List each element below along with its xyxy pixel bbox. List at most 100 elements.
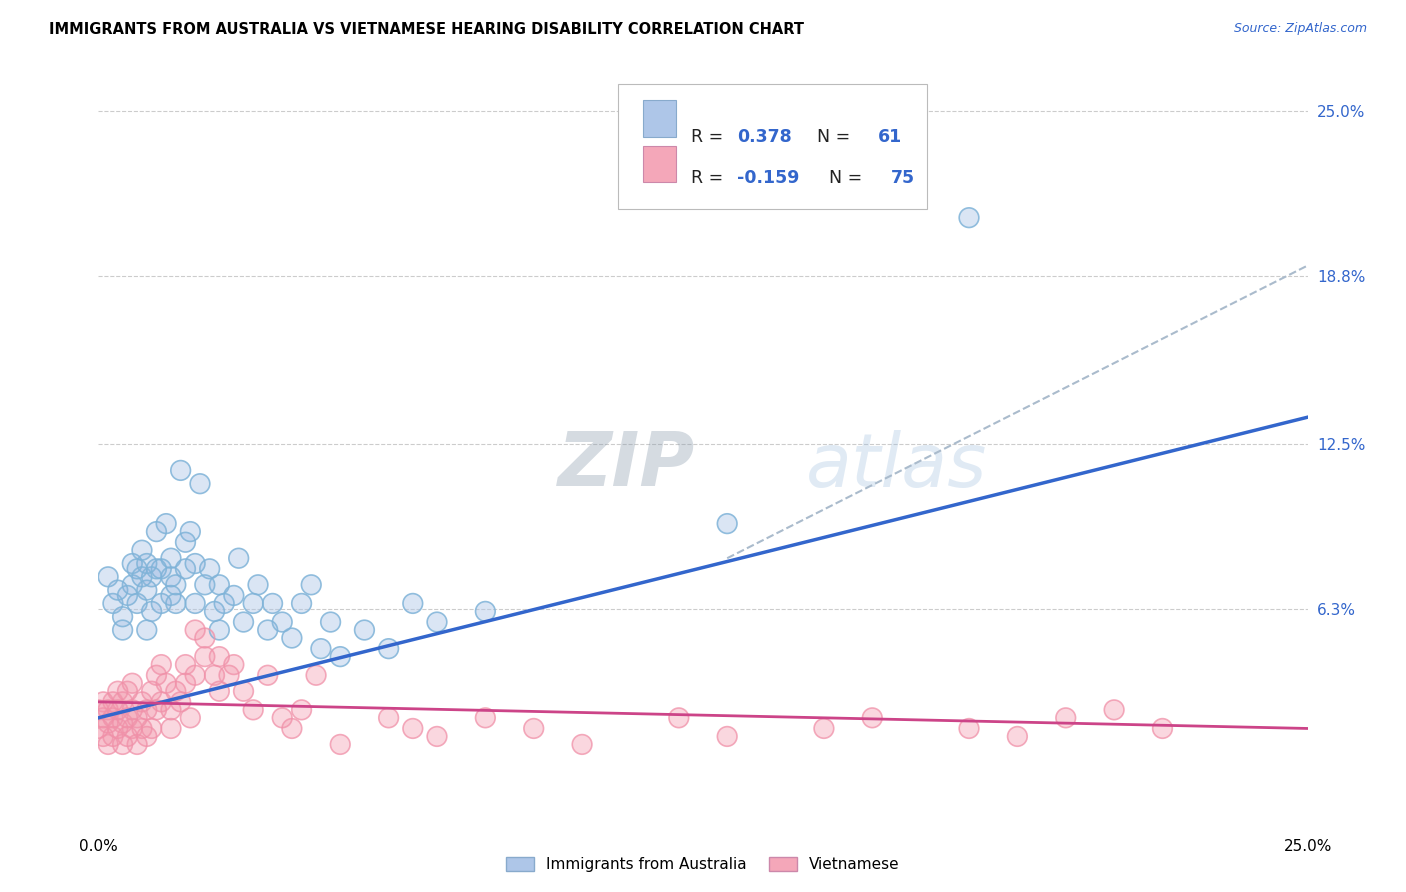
Point	[101, 695, 124, 709]
Point	[716, 516, 738, 531]
Point	[218, 668, 240, 682]
Point	[117, 711, 139, 725]
Point	[179, 711, 201, 725]
Point	[135, 557, 157, 571]
Point	[329, 649, 352, 664]
Point	[174, 657, 197, 672]
Point	[222, 589, 245, 603]
Point	[194, 578, 217, 592]
Point	[111, 716, 134, 731]
Point	[97, 716, 120, 731]
Point	[97, 703, 120, 717]
Point	[179, 524, 201, 539]
Point	[232, 615, 254, 629]
Point	[91, 711, 114, 725]
Point	[184, 668, 207, 682]
Point	[121, 557, 143, 571]
Point	[174, 562, 197, 576]
Point	[101, 730, 124, 744]
Point	[402, 722, 425, 736]
Point	[179, 524, 201, 539]
Point	[117, 711, 139, 725]
Text: Source: ZipAtlas.com: Source: ZipAtlas.com	[1233, 22, 1367, 36]
Legend: Immigrants from Australia, Vietnamese: Immigrants from Australia, Vietnamese	[499, 849, 907, 880]
Point	[117, 684, 139, 698]
Point	[247, 578, 270, 592]
Point	[131, 695, 153, 709]
Point	[198, 562, 221, 576]
Point	[145, 703, 167, 717]
Point	[256, 668, 278, 682]
Point	[299, 578, 322, 592]
Point	[150, 657, 173, 672]
Text: IMMIGRANTS FROM AUSTRALIA VS VIETNAMESE HEARING DISABILITY CORRELATION CHART: IMMIGRANTS FROM AUSTRALIA VS VIETNAMESE …	[49, 22, 804, 37]
Point	[188, 476, 211, 491]
Point	[107, 684, 129, 698]
Point	[135, 623, 157, 637]
Point	[571, 738, 593, 752]
Point	[141, 604, 163, 618]
Point	[668, 711, 690, 725]
Point	[135, 703, 157, 717]
Point	[165, 596, 187, 610]
Point	[135, 730, 157, 744]
Point	[111, 695, 134, 709]
Point	[160, 551, 183, 566]
Point	[194, 631, 217, 645]
Point	[194, 649, 217, 664]
Point	[111, 623, 134, 637]
Text: R =: R =	[690, 169, 728, 186]
Text: N =: N =	[818, 169, 868, 186]
Point	[571, 738, 593, 752]
Text: R =: R =	[690, 128, 728, 145]
Point	[957, 211, 980, 225]
Point	[256, 623, 278, 637]
Point	[204, 604, 226, 618]
Point	[121, 676, 143, 690]
Point	[222, 657, 245, 672]
Point	[135, 730, 157, 744]
Point	[228, 551, 250, 566]
Point	[145, 524, 167, 539]
Point	[402, 596, 425, 610]
Point	[101, 730, 124, 744]
Point	[111, 609, 134, 624]
Point	[353, 623, 375, 637]
Point	[111, 738, 134, 752]
Point	[271, 615, 294, 629]
Point	[179, 711, 201, 725]
Point	[212, 596, 235, 610]
Point	[262, 596, 284, 610]
Point	[174, 562, 197, 576]
Point	[174, 676, 197, 690]
Point	[117, 589, 139, 603]
Point	[957, 211, 980, 225]
Point	[160, 589, 183, 603]
Point	[121, 703, 143, 717]
Point	[160, 722, 183, 736]
Point	[281, 631, 304, 645]
Text: 0.378: 0.378	[737, 128, 792, 145]
Point	[131, 570, 153, 584]
Point	[281, 631, 304, 645]
Point	[97, 738, 120, 752]
Point	[141, 684, 163, 698]
Point	[91, 711, 114, 725]
Point	[141, 722, 163, 736]
Point	[242, 596, 264, 610]
Point	[121, 578, 143, 592]
Point	[377, 711, 399, 725]
Point	[111, 623, 134, 637]
Point	[121, 676, 143, 690]
Point	[160, 570, 183, 584]
Point	[150, 596, 173, 610]
Point	[271, 711, 294, 725]
FancyBboxPatch shape	[643, 145, 676, 182]
Point	[131, 722, 153, 736]
Point	[91, 695, 114, 709]
Point	[160, 703, 183, 717]
Point	[256, 623, 278, 637]
Point	[121, 557, 143, 571]
Point	[117, 684, 139, 698]
Point	[1054, 711, 1077, 725]
